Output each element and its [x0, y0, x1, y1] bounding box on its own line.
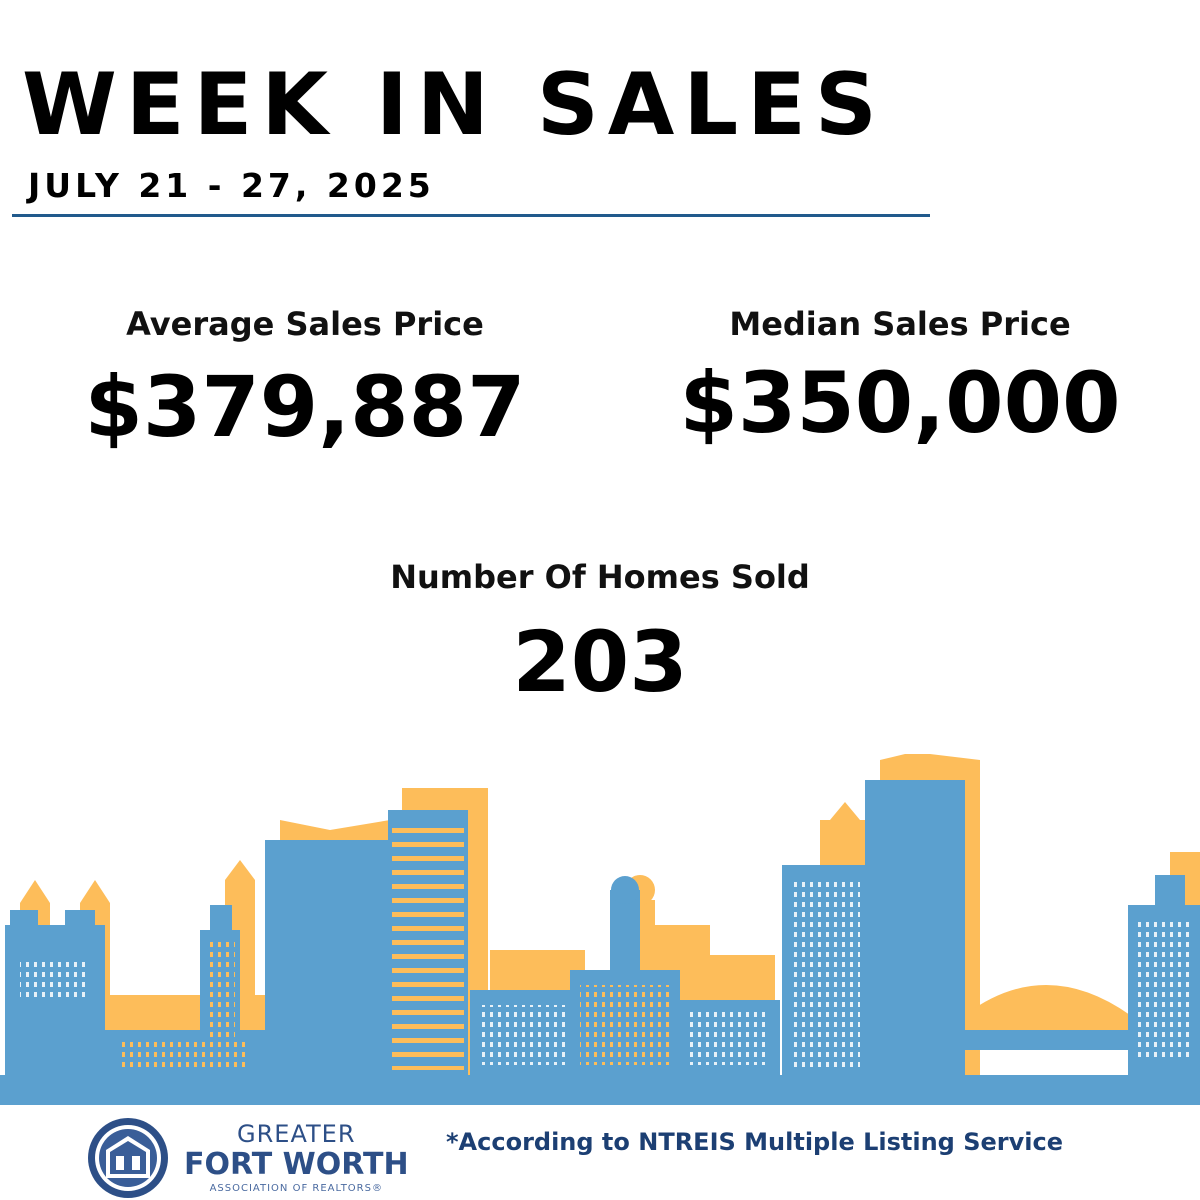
homes-sold-label: Number Of Homes Sold	[390, 558, 810, 596]
city-skyline-illustration	[0, 754, 1200, 1110]
gfw-association-logo-text: GREATER FORT WORTH ASSOCIATION OF REALTO…	[184, 1122, 409, 1194]
logo-line-association: ASSOCIATION OF REALTORS®	[209, 1183, 383, 1194]
gfw-association-logo-icon	[88, 1118, 168, 1198]
footer	[0, 1105, 1200, 1200]
average-sales-price-label: Average Sales Price	[126, 305, 484, 343]
average-sales-price-value: $379,887	[84, 358, 526, 456]
average-sales-price-stat: Average Sales Price $379,887	[60, 305, 550, 449]
median-sales-price-label: Median Sales Price	[729, 305, 1071, 343]
logo-line-fort-worth: FORT WORTH	[184, 1147, 409, 1182]
homes-sold-stat: Number Of Homes Sold 203	[350, 558, 850, 704]
median-sales-price-value: $350,000	[679, 354, 1121, 452]
median-sales-price-stat: Median Sales Price $350,000	[640, 305, 1160, 445]
logo-line-greater: GREATER	[237, 1120, 356, 1148]
page-title: WEEK IN SALES	[22, 55, 886, 155]
date-range: JULY 21 - 27, 2025	[28, 166, 435, 205]
homes-sold-value: 203	[512, 613, 688, 711]
title-divider	[12, 214, 930, 217]
source-note: *According to NTREIS Multiple Listing Se…	[446, 1128, 1063, 1156]
